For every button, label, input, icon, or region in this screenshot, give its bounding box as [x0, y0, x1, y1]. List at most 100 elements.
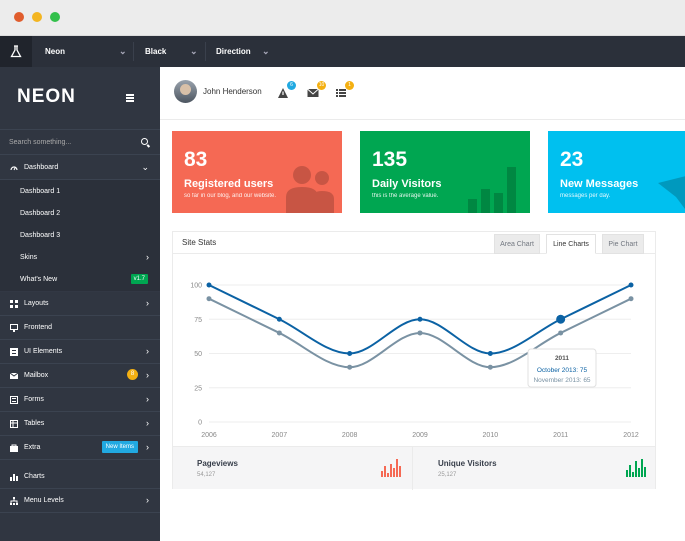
forms-icon — [10, 396, 18, 404]
stat-value: 54,127 — [197, 472, 216, 478]
sidebar-item-tables[interactable]: Tables › — [0, 412, 160, 436]
version-badge: v1.7 — [130, 274, 148, 284]
chevron-right-icon: › — [146, 394, 149, 404]
tile-new-messages[interactable]: 23 New Messages messages per day. — [548, 131, 685, 213]
envelope-icon — [307, 88, 319, 97]
topnav-menu-black[interactable]: Black — [145, 36, 166, 67]
sidebar-item-menu-levels[interactable]: Menu Levels › — [0, 489, 160, 513]
tile-daily-visitors[interactable]: 135 Daily Visitors this is the average v… — [360, 131, 530, 213]
tab-pie-chart[interactable]: Pie Chart — [602, 234, 644, 254]
top-navbar: Neon ⌄ Black ⌄ Direction ⌄ — [0, 36, 685, 67]
close-window-dot[interactable] — [14, 12, 24, 22]
paper-plane-icon — [658, 176, 685, 209]
data-point[interactable] — [487, 351, 493, 356]
data-point[interactable] — [206, 282, 212, 288]
data-point[interactable] — [347, 364, 353, 370]
bar-chart-icon — [10, 474, 18, 481]
divider — [205, 42, 206, 61]
y-tick-label: 25 — [194, 385, 202, 392]
topnav-menu-neon[interactable]: Neon — [45, 36, 65, 67]
brand-logo[interactable]: NEON — [17, 86, 76, 107]
sidebar: NEON Search something... Dashboard ⌄ Das… — [0, 67, 160, 541]
users-icon — [286, 166, 334, 213]
data-point[interactable] — [556, 314, 566, 324]
data-point[interactable] — [628, 296, 634, 302]
tile-subtitle: this is the average value. — [372, 193, 439, 199]
sidebar-search[interactable]: Search something... — [0, 129, 160, 155]
new-items-badge: New Items — [101, 441, 138, 453]
sidebar-item-ui-elements[interactable]: UI Elements › — [0, 340, 160, 364]
tab-line-charts[interactable]: Line Charts — [546, 234, 596, 254]
sidebar-item-extra[interactable]: Extra New Items › — [0, 436, 160, 460]
sidebar-item-label: Dashboard 1 — [20, 188, 61, 195]
list-icon — [336, 89, 346, 97]
flask-icon[interactable] — [0, 36, 32, 67]
gauge-icon — [10, 166, 18, 171]
sidebar-item-label: Tables — [24, 420, 45, 427]
x-tick-label: 2009 — [412, 432, 428, 439]
chevron-right-icon: › — [146, 495, 149, 505]
x-tick-label: 2011 — [553, 432, 568, 439]
minimize-window-dot[interactable] — [32, 12, 42, 22]
avatar[interactable] — [174, 80, 197, 103]
sitemap-icon — [10, 497, 18, 505]
sidebar-item-mailbox[interactable]: Mailbox 8 › — [0, 364, 160, 388]
topnav-menu-label: Direction — [216, 47, 251, 56]
tile-value: 135 — [372, 148, 408, 171]
notification-button-tasks[interactable]: 1 — [334, 81, 354, 101]
x-tick-label: 2012 — [623, 432, 639, 439]
mail-icon — [10, 372, 18, 379]
sidebar-item-label: Menu Levels — [24, 497, 64, 504]
tooltip-year: 2011 — [555, 355, 569, 362]
topnav-menu-direction[interactable]: Direction — [216, 36, 251, 67]
sidebar-item-label: Mailbox — [24, 372, 49, 379]
layers-icon — [10, 348, 18, 356]
tile-subtitle: so far in our blog, and our website. — [184, 193, 277, 199]
sidebar-item-dashboard-1[interactable]: Dashboard 1 — [0, 180, 160, 204]
tab-area-chart[interactable]: Area Chart — [494, 234, 540, 254]
data-point[interactable] — [206, 296, 212, 302]
data-point[interactable] — [558, 330, 564, 336]
hamburger-icon[interactable] — [126, 94, 134, 103]
stat-pageviews[interactable]: Pageviews 54,127 — [173, 447, 413, 490]
data-point[interactable] — [347, 351, 353, 356]
notification-button-messages[interactable]: 10 — [306, 81, 326, 101]
data-point[interactable] — [628, 282, 634, 288]
sidebar-item-dashboard[interactable]: Dashboard ⌄ — [0, 156, 160, 180]
user-name[interactable]: John Henderson — [203, 87, 262, 96]
panel-title: Site Stats — [182, 238, 217, 247]
pageviews-sparkline — [381, 457, 407, 477]
tile-title: New Messages — [560, 178, 639, 190]
data-point[interactable] — [276, 330, 282, 336]
sidebar-item-dashboard-3[interactable]: Dashboard 3 — [0, 224, 160, 248]
sidebar-item-forms[interactable]: Forms › — [0, 388, 160, 412]
monitor-icon — [10, 324, 18, 332]
data-point[interactable] — [276, 316, 282, 322]
stat-unique-visitors[interactable]: Unique Visitors 25,127 — [414, 447, 654, 490]
sidebar-item-label: Dashboard 2 — [20, 210, 61, 217]
sidebar-item-label: Dashboard — [24, 164, 59, 171]
mailbox-count-badge: 8 — [127, 369, 138, 380]
notification-button-alerts[interactable]: 6 — [276, 81, 296, 101]
sidebar-item-frontend[interactable]: Frontend — [0, 316, 160, 340]
data-point[interactable] — [487, 364, 493, 370]
sidebar-item-skins[interactable]: Skins › — [0, 246, 160, 270]
sidebar-item-dashboard-2[interactable]: Dashboard 2 — [0, 202, 160, 226]
chevron-down-icon: ⌄ — [119, 46, 127, 56]
sidebar-item-label: What's New — [20, 276, 58, 283]
data-point[interactable] — [417, 330, 423, 336]
sidebar-item-layouts[interactable]: Layouts › — [0, 292, 160, 316]
maximize-window-dot[interactable] — [50, 12, 60, 22]
sidebar-item-charts[interactable]: Charts — [0, 465, 160, 489]
tile-registered-users[interactable]: 83 Registered users so far in our blog, … — [172, 131, 342, 213]
divider — [133, 42, 134, 61]
tooltip-line-2: November 2013: 65 — [533, 377, 590, 384]
tooltip-box — [527, 348, 597, 388]
data-point[interactable] — [417, 316, 423, 322]
stat-label: Pageviews — [197, 459, 238, 468]
search-icon[interactable] — [141, 138, 148, 145]
sidebar-item-whats-new[interactable]: What's New v1.7 — [0, 268, 160, 292]
panel-header: Site Stats — [173, 232, 655, 254]
search-input[interactable]: Search something... — [9, 139, 72, 146]
